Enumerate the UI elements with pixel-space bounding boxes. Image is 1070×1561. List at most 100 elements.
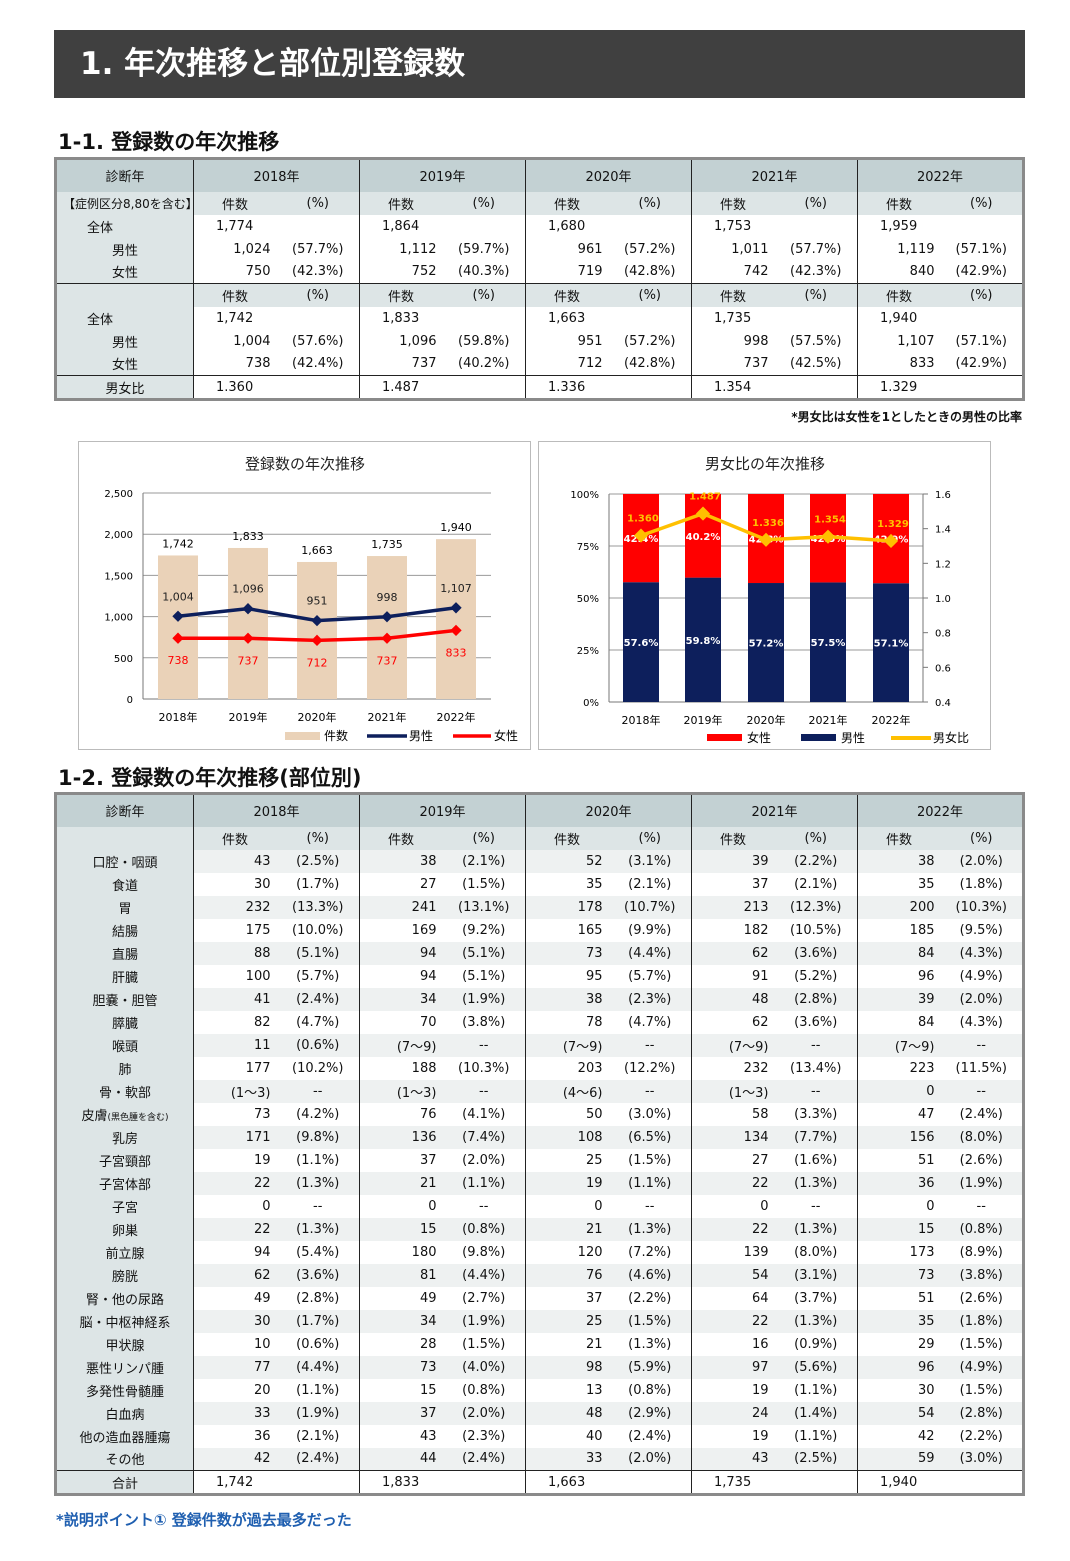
total-label: 合計 (55, 1470, 194, 1495)
y-tick-label: 2,000 (104, 530, 133, 541)
row-label: 女性 (55, 352, 194, 376)
count-cell: 62 (751, 1014, 769, 1030)
site-name: 口腔・咽頭 (92, 855, 158, 871)
row-label: 全体 (55, 214, 194, 238)
percent-cell: (3.8%) (940, 1263, 1024, 1287)
site-name: 子宮体部 (98, 1177, 151, 1193)
line-data-label: 1,096 (232, 583, 264, 596)
line-data-label: 738 (168, 654, 189, 667)
y2-tick-label: 0.8 (935, 629, 951, 640)
site-label: 悪性リンパ腫 (55, 1355, 194, 1379)
male-bar (873, 583, 909, 702)
ratio-note: *男女比は女性を1としたときの男性の比率 (791, 410, 1022, 424)
percent-header: (%) (276, 191, 360, 215)
percent-cell: (42.9%) (940, 260, 1024, 284)
count-cell: 49 (419, 1290, 437, 1306)
count-cell: 1,940 (880, 310, 918, 326)
percent-cell: (4.6%) (608, 1263, 692, 1287)
count-cell: 0 (926, 1198, 935, 1214)
count-header: 件数 (359, 191, 443, 215)
site-name: 膀胱 (111, 1269, 138, 1285)
count-header: 件数 (359, 826, 443, 850)
y2-tick-label: 0.4 (935, 698, 951, 709)
percent-cell: (1.9%) (442, 1309, 526, 1333)
site-row: 胃 232 (13.3%) 241 (13.1%) 178 (10.7%) 213 (12.3%… (55, 895, 1024, 919)
count-cell: 33 (525, 1447, 609, 1471)
percent-header: (%) (940, 191, 1024, 215)
percent-cell: (0.8%) (940, 1217, 1024, 1241)
site-row: 悪性リンパ腫 77 (4.4%) 73 (4.0%) 98 (5.9%) 97 (5.6%) 96… (55, 1355, 1024, 1379)
line-marker (242, 603, 254, 615)
percent-cell: (4.0%) (442, 1355, 526, 1379)
count-cell: 76 (419, 1106, 437, 1122)
site-row: 肝臓 100 (5.7%) 94 (5.1%) 95 (5.7%) 91 (5.2%) 96 (4.… (55, 964, 1024, 988)
percent-header: (%) (442, 283, 526, 307)
count-cell: 37 (359, 1401, 443, 1425)
site-label: 卵巣 (55, 1217, 194, 1241)
y2-tick-label: 0.6 (935, 663, 951, 674)
site-label: 子宮 (55, 1194, 194, 1218)
percent-cell: -- (608, 1194, 692, 1218)
percent-cell: (5.9%) (608, 1355, 692, 1379)
total-value: 1,742 (193, 1470, 360, 1495)
percent-cell: (1.3%) (276, 1217, 360, 1241)
count-cell: 34 (359, 987, 443, 1011)
percent-cell: (1.3%) (774, 1217, 858, 1241)
count-cell: 742 (743, 264, 769, 280)
x-tick-label: 2022年 (872, 713, 911, 727)
count-cell: 54 (857, 1401, 941, 1425)
subheader-row: 件数 (%) 件数 (%) 件数 (%) 件数 (%) 件数 (%) (55, 283, 1024, 307)
site-name: 食道 (111, 878, 138, 894)
percent-cell (608, 306, 692, 330)
percent-cell: (1.1%) (442, 1171, 526, 1195)
percent-cell: (1.1%) (774, 1424, 858, 1448)
count-cell: 19 (751, 1428, 769, 1444)
count-cell: 96 (917, 968, 935, 984)
percent-cell: (0.9%) (774, 1332, 858, 1356)
percent-cell: (6.5%) (608, 1125, 692, 1149)
count-cell: 48 (525, 1401, 609, 1425)
percent-header: (%) (608, 283, 692, 307)
site-label: 結腸 (55, 918, 194, 942)
count-cell: 47 (917, 1106, 935, 1122)
percent-cell: (9.8%) (276, 1125, 360, 1149)
ratio-data-label: 1.336 (752, 518, 784, 529)
count-cell: 19 (253, 1152, 271, 1168)
count-cell: 185 (909, 922, 935, 938)
row-label: 男性 (55, 329, 194, 353)
x-tick-label: 2021年 (368, 710, 407, 724)
count-cell: 840 (909, 264, 935, 280)
count-cell: 833 (909, 356, 935, 372)
percent-cell: (57.2%) (608, 329, 692, 353)
y-tick-label: 1,000 (104, 613, 133, 624)
count-header: 件数 (359, 283, 443, 307)
line-data-label: 833 (446, 646, 467, 659)
percent-cell: (0.8%) (442, 1378, 526, 1402)
site-label: 子宮体部 (55, 1171, 194, 1195)
percent-cell: (2.4%) (276, 987, 360, 1011)
count-cell: 41 (193, 987, 277, 1011)
female-data-label: 40.2% (686, 532, 721, 543)
count-cell: 73 (857, 1263, 941, 1287)
percent-cell (940, 306, 1024, 330)
count-cell: (7〜9) (857, 1033, 941, 1057)
site-name: 多発性骨髄腫 (85, 1384, 164, 1400)
percent-cell: (1.7%) (276, 872, 360, 896)
percent-cell: (5.1%) (442, 964, 526, 988)
count-cell: (4〜6) (525, 1079, 609, 1103)
percent-cell: (3.3%) (774, 1102, 858, 1126)
count-cell: 36 (857, 1171, 941, 1195)
percent-cell: (57.7%) (774, 237, 858, 261)
site-row: 喉頭 11 (0.6%) (7〜9) -- (7〜9) -- (7〜9) -- (7〜9) -- (55, 1033, 1024, 1057)
ratio-value: 1.354 (691, 375, 858, 400)
percent-cell: -- (774, 1194, 858, 1218)
male-data-label: 59.8% (686, 636, 721, 647)
count-cell: 241 (359, 895, 443, 919)
percent-cell: (2.1%) (774, 872, 858, 896)
subheader-label (55, 283, 194, 307)
percent-cell: (1.4%) (774, 1401, 858, 1425)
percent-cell: (2.0%) (940, 849, 1024, 873)
site-label: その他 (55, 1447, 194, 1471)
percent-cell: (13.3%) (276, 895, 360, 919)
